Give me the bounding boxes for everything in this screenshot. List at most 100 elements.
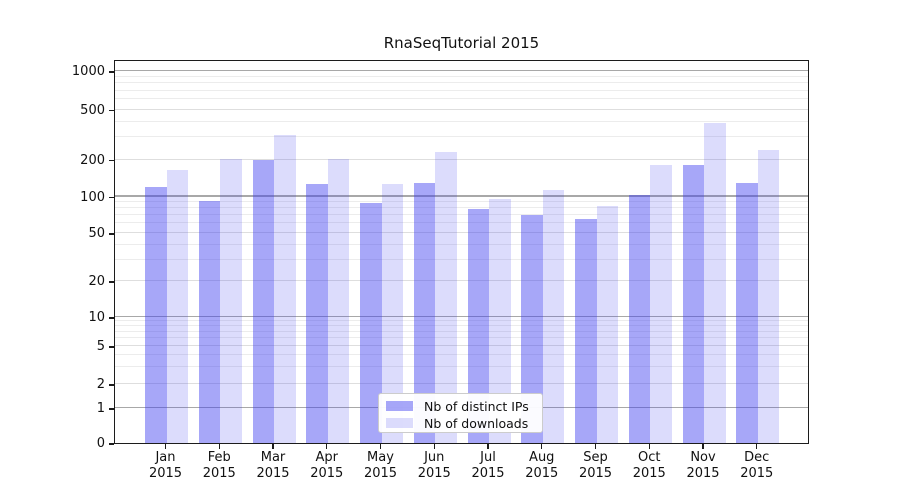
y-tick-mark-5 [109,346,114,348]
gridline-10 [115,315,808,317]
x-tick-mark-apr [326,444,328,449]
legend-swatch-downloads [386,418,413,428]
x-tick-mark-sep [594,444,597,449]
x-tick-mark-oct [648,444,650,449]
x-tick-label-jul: Jul 2015 [471,450,505,481]
x-tick-mark-nov [702,444,704,449]
y-tick-mark-1 [109,408,114,410]
gridline-100 [115,195,808,197]
gridline-20 [115,280,808,281]
x-tick-mark-jan [164,444,167,449]
gridline-400 [115,120,808,122]
gridline-40 [115,243,808,245]
gridline-30 [115,258,808,260]
gridline-800 [115,82,808,84]
x-tick-label-oct: Oct 2015 [632,450,666,481]
bar-downloads-apr [327,158,350,443]
gridlines-layer [115,61,808,443]
plot-area [114,60,809,444]
gridline-500 [115,108,808,110]
bar-ips-jul [467,208,489,443]
bar-ips-jun [413,182,436,443]
bar-downloads-jan [166,169,188,443]
y-tick-label-10: 10 [88,310,105,325]
gridline-200 [115,158,808,160]
gridline-90 [115,201,808,203]
y-tick-mark-20 [109,281,114,283]
y-tick-label-100: 100 [80,189,105,205]
y-tick-mark-10 [109,317,114,319]
gridline-700 [115,89,808,91]
bar-ips-jan [145,186,167,443]
gridline-4 [115,354,808,356]
chart-title: RnaSeqTutorial 2015 [383,34,540,52]
y-tick-label-1: 1 [96,401,105,416]
y-tick-mark-0 [109,443,114,445]
bar-ips-apr [306,183,328,443]
y-tick-mark-50 [109,233,114,235]
bar-ips-may [360,203,382,443]
x-tick-mark-feb [218,444,220,449]
gridline-9 [115,320,808,322]
y-tick-mark-200 [109,159,114,162]
bar-downloads-sep [596,205,618,443]
gridline-2 [115,383,808,384]
y-tick-label-500: 500 [80,102,105,118]
x-tick-label-jun: Jun 2015 [417,450,451,481]
x-tick-label-feb: Feb 2015 [202,450,236,481]
gridline-70 [115,214,808,216]
gridline-8 [115,325,808,327]
x-tick-label-aug: Aug 2015 [525,450,559,481]
bar-downloads-dec [757,150,780,443]
bar-downloads-oct [650,164,672,443]
y-tick-mark-500 [109,109,114,112]
bar-ips-dec [736,182,758,443]
y-tick-label-200: 200 [80,152,105,168]
gridline-3 [115,366,808,368]
x-tick-label-jan: Jan 2015 [148,450,183,481]
x-tick-mark-dec [756,444,758,449]
y-tick-label-1000: 1000 [71,64,105,79]
gridline-7 [115,330,808,332]
gridline-6 [115,337,808,339]
x-tick-mark-aug [541,444,543,449]
bar-downloads-jun [435,152,457,443]
bar-ips-sep [575,219,597,443]
gridline-80 [115,207,808,209]
y-tick-label-50: 50 [88,226,105,241]
x-tick-label-may: May 2015 [363,450,398,481]
bar-downloads-mar [274,135,296,443]
x-tick-label-apr: Apr 2015 [310,450,344,481]
bars-layer [115,61,808,443]
y-tick-label-5: 5 [96,339,105,354]
x-tick-label-mar: Mar 2015 [256,450,290,481]
legend-item-distinct-ips: Nb of distinct IPs [386,398,542,414]
x-tick-label-nov: Nov 2015 [686,450,720,481]
gridline-1000 [115,69,808,71]
legend-item-downloads: Nb of downloads [386,415,542,431]
bar-downloads-jul [489,199,511,443]
x-tick-label-dec: Dec 2015 [740,450,774,481]
gridline-50 [115,232,808,233]
bar-ips-oct [628,194,651,443]
y-tick-label-20: 20 [88,274,105,289]
gridline-5 [115,345,808,346]
x-tick-mark-mar [272,444,274,449]
legend-label-distinct-ips: Nb of distinct IPs [424,398,529,414]
x-tick-mark-may [379,444,382,449]
x-tick-mark-jul [487,444,489,449]
legend: Nb of distinct IPs Nb of downloads [378,393,543,433]
legend-label-downloads: Nb of downloads [424,415,529,431]
bar-ips-mar [252,159,274,443]
bar-downloads-may [381,183,403,443]
y-tick-mark-1000 [109,71,114,73]
gridline-60 [115,222,808,224]
x-tick-mark-jun [433,444,435,449]
gridline-600 [115,98,808,100]
bar-downloads-feb [220,158,242,443]
x-tick-label-sep: Sep 2015 [578,450,613,481]
y-tick-label-2: 2 [96,377,105,392]
legend-swatch-distinct-ips [386,401,413,411]
gridline-300 [115,136,808,138]
